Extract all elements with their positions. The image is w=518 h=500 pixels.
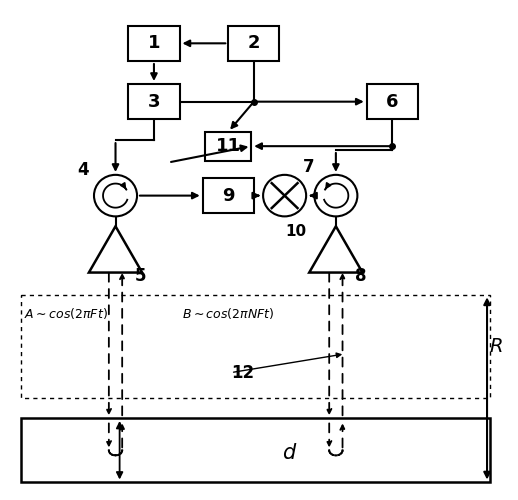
Text: 6: 6 [386,92,398,110]
Text: 5: 5 [135,268,147,285]
Text: 8: 8 [355,268,367,285]
Text: 7: 7 [303,158,314,176]
FancyBboxPatch shape [203,178,254,214]
FancyBboxPatch shape [205,132,251,160]
Text: 11: 11 [216,137,241,155]
FancyBboxPatch shape [228,26,280,61]
Text: 9: 9 [222,186,235,204]
Text: 4: 4 [77,161,89,179]
Text: 12: 12 [231,364,254,382]
FancyBboxPatch shape [128,84,180,120]
Text: $B \sim cos(2\pi NFt)$: $B \sim cos(2\pi NFt)$ [182,306,275,321]
Text: 10: 10 [285,224,307,240]
Circle shape [263,175,306,216]
Bar [21,418,490,482]
Polygon shape [89,226,142,272]
Text: $A \sim cos(2\pi Ft)$: $A \sim cos(2\pi Ft)$ [24,306,108,321]
Circle shape [94,175,137,216]
Circle shape [314,175,357,216]
Polygon shape [309,226,363,272]
FancyBboxPatch shape [128,26,180,61]
FancyBboxPatch shape [367,84,418,120]
Text: $R$: $R$ [489,337,502,356]
Text: 2: 2 [248,34,260,52]
Bar [21,294,490,399]
Text: 3: 3 [148,92,160,110]
Text: 1: 1 [148,34,160,52]
Text: $d$: $d$ [282,442,297,462]
